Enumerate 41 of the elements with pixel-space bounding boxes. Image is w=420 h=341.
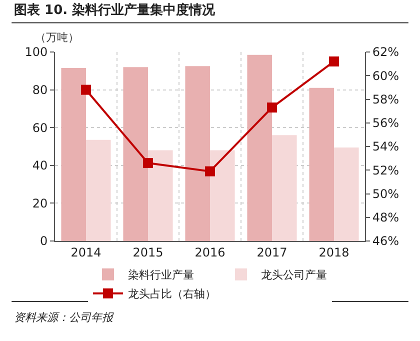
bar — [334, 147, 359, 241]
y-tick-label: 0 — [40, 234, 48, 248]
y2-tick-label: 46% — [372, 234, 400, 248]
legend-label: 龙头公司产量 — [261, 268, 327, 282]
bar — [61, 68, 86, 241]
point — [143, 158, 153, 168]
y2-tick-label: 48% — [372, 210, 400, 225]
y2-tick-label: 52% — [372, 163, 400, 178]
x-tick-label: 2016 — [194, 245, 226, 260]
point — [81, 84, 91, 95]
point — [329, 56, 339, 66]
y2-tick-label: 60% — [372, 68, 400, 83]
y-tick-label: 80 — [32, 83, 48, 97]
legend-label: 龙头占比（右轴） — [128, 288, 216, 301]
x-tick-label: 2015 — [132, 245, 164, 260]
y2-tick-label: 56% — [372, 116, 400, 130]
bar — [86, 140, 111, 241]
y-tick-label: 20 — [32, 196, 48, 210]
y2-tick-label: 62% — [372, 45, 400, 60]
y2-tick-label: 58% — [372, 92, 400, 106]
chart-title: 图表 10. 染料行业产量集中度情况 — [14, 2, 216, 18]
y-tick-label: 40 — [32, 158, 48, 173]
bar — [148, 150, 173, 241]
point — [267, 102, 277, 113]
point — [205, 166, 215, 176]
y-tick-label: 100 — [24, 45, 48, 60]
x-tick-label: 2018 — [318, 245, 350, 260]
y-tick-label: 60 — [32, 120, 48, 135]
bar — [123, 67, 148, 241]
bar — [309, 88, 334, 241]
y2-tick-label: 50% — [372, 186, 400, 201]
text: 资料来源：公司年报 — [14, 311, 114, 324]
bar — [185, 66, 210, 241]
bar — [210, 150, 235, 241]
bar — [247, 54, 272, 241]
y-axis-title: （万吨） — [35, 31, 79, 44]
y2-tick-label: 54% — [372, 140, 400, 154]
x-tick-label: 2017 — [256, 245, 288, 260]
bar — [272, 135, 297, 241]
x-tick-label: 2014 — [70, 245, 102, 260]
legend-label: 染料行业产量 — [128, 268, 194, 282]
